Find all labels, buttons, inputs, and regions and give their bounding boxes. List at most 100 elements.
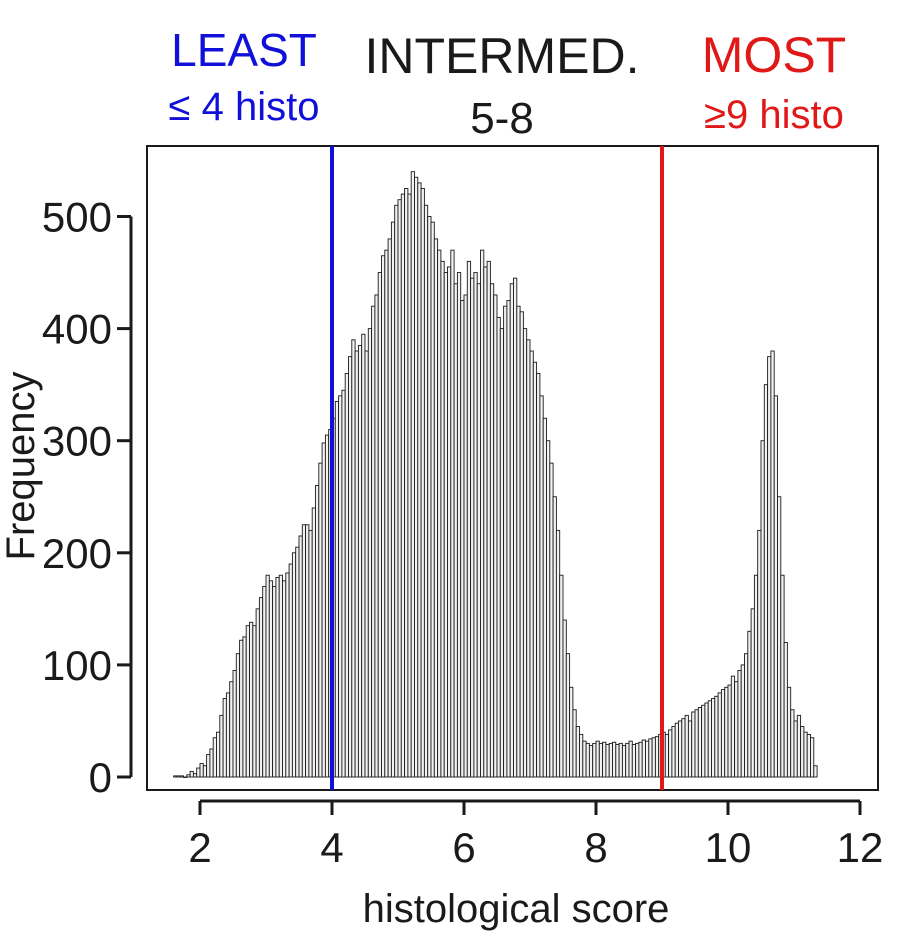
histogram-bar	[447, 266, 452, 778]
histogram-bar	[348, 356, 353, 778]
histogram-bar	[813, 765, 818, 778]
x-tick-label: 2	[188, 824, 211, 871]
histogram-bar	[235, 653, 241, 778]
histogram-bar	[460, 300, 465, 778]
histogram-bar	[707, 700, 712, 778]
histogram-bar	[265, 574, 270, 778]
histogram-bar	[212, 737, 217, 778]
histogram-bar	[249, 621, 254, 778]
histogram-bar	[489, 283, 495, 778]
histogram-bar	[687, 720, 693, 778]
histogram-bar	[546, 440, 551, 778]
histogram-bar	[793, 720, 798, 778]
histogram-bar	[493, 294, 498, 778]
histogram-bar	[394, 204, 399, 778]
histogram-bar	[242, 636, 247, 778]
histogram-bar	[654, 736, 660, 778]
histogram-bar	[192, 773, 198, 778]
y-axis-title: Frequency	[0, 372, 43, 561]
histogram-bar	[473, 272, 478, 778]
histogram-bar	[371, 305, 376, 778]
histogram-bar	[381, 255, 386, 778]
histogram-bar	[397, 199, 402, 778]
histogram-bar	[694, 709, 699, 778]
histogram-bar	[803, 731, 808, 778]
histogram-bar	[532, 361, 538, 778]
histogram-bar	[414, 176, 419, 778]
histogram-bar	[206, 754, 211, 778]
histogram-bar	[628, 740, 633, 778]
histogram-bar	[664, 733, 670, 778]
histogram-bar	[770, 350, 775, 778]
histogram-bar	[291, 552, 297, 778]
histogram-bar	[176, 775, 181, 778]
histogram-bar	[483, 266, 488, 778]
bars-group	[173, 171, 818, 778]
histogram-bar	[796, 714, 802, 778]
x-axis-title: histological score	[363, 887, 670, 931]
histogram-bar	[727, 684, 732, 778]
histogram-bar	[470, 277, 475, 778]
category-least-sublabel: ≤ 4 histo	[168, 85, 320, 129]
histogram-bar	[786, 686, 792, 778]
histogram-bar	[744, 653, 749, 778]
histogram-bar	[569, 686, 574, 778]
histogram-bar	[334, 401, 340, 778]
histogram-bar	[199, 763, 204, 778]
histogram-bar	[295, 546, 300, 778]
histogram-bar	[536, 372, 541, 778]
histogram-bar	[539, 395, 544, 778]
histogram-bar	[575, 726, 580, 778]
histogram-bar	[763, 384, 769, 778]
histogram-bar	[321, 442, 326, 778]
histogram-bar	[196, 767, 201, 778]
histogram-bar	[572, 709, 577, 778]
histogram-bar	[562, 619, 567, 778]
histogram-bar	[549, 462, 554, 778]
histogram-bar	[760, 440, 765, 778]
histogram-bar	[466, 260, 472, 778]
histogram-bar	[605, 744, 610, 778]
histogram-bar	[674, 722, 679, 778]
x-tick-label: 12	[837, 824, 884, 871]
histogram-bar	[202, 765, 208, 778]
y-tick-label: 300	[42, 418, 112, 465]
histogram-bar	[189, 770, 194, 778]
histogram-bar	[476, 283, 481, 778]
histogram-bar	[516, 305, 521, 778]
histogram-bar	[602, 741, 607, 778]
histogram-bar	[351, 339, 356, 778]
x-tick-label: 10	[705, 824, 752, 871]
histogram-bar	[410, 171, 415, 778]
histogram-bar	[486, 260, 491, 778]
histogram-bar	[183, 776, 188, 778]
histogram-bar	[678, 720, 683, 778]
y-tick-label: 500	[42, 194, 112, 241]
histogram-bar	[724, 686, 729, 778]
histogram-bar	[648, 738, 653, 778]
histogram-bar	[513, 277, 518, 778]
histogram-bar	[509, 283, 514, 778]
histogram-bar	[186, 774, 191, 778]
histogram-bar	[526, 339, 531, 778]
histogram-bar	[364, 350, 369, 778]
histogram-bar	[585, 742, 590, 778]
histogram-bar	[783, 642, 788, 778]
histogram-bar	[430, 221, 435, 778]
histogram-bar	[219, 714, 224, 778]
histogram-bar	[506, 300, 511, 778]
histogram-bar	[417, 182, 422, 778]
histogram-bar	[638, 741, 643, 778]
x-tick-label: 4	[320, 824, 343, 871]
x-tick-label: 6	[452, 824, 475, 871]
histogram-bar	[734, 681, 739, 778]
histogram-bar	[730, 675, 736, 778]
histogram-bar	[377, 272, 382, 778]
histogram-bar	[315, 485, 320, 778]
axes: 2 4 6 8 10 12 0 100 200 300 400 500	[42, 194, 883, 872]
histogram-bar	[344, 372, 349, 778]
y-tick-label: 400	[42, 306, 112, 353]
histogram-bar	[252, 625, 257, 778]
histogram-bar	[737, 670, 742, 778]
